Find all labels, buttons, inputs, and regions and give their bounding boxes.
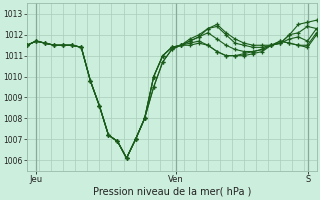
X-axis label: Pression niveau de la mer( hPa ): Pression niveau de la mer( hPa ) — [92, 187, 251, 197]
